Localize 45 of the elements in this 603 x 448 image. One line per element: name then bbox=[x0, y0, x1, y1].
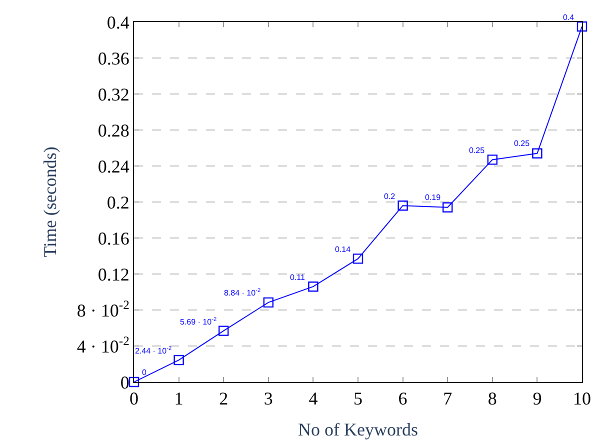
x-tick-label: 5 bbox=[354, 388, 362, 409]
point bbox=[487, 154, 498, 165]
y-axis-title: Time (seconds) bbox=[40, 146, 60, 258]
data-label: 0.25 bbox=[514, 139, 530, 148]
data-label: 0 bbox=[142, 368, 147, 377]
data-label: 8.84 · 10$^{-2}$ bbox=[224, 288, 261, 298]
data-label: 5.69 · 10$^{-2}$ bbox=[180, 317, 217, 326]
point bbox=[308, 282, 318, 292]
data-label: 2.44 · 10$^{-2}$ bbox=[135, 346, 172, 356]
x-tick-label: 3 bbox=[264, 388, 273, 409]
y-tick-label: 0.24 bbox=[98, 156, 130, 176]
point bbox=[174, 354, 184, 366]
point bbox=[398, 200, 408, 211]
y-tick-label: 0.36 bbox=[98, 48, 130, 68]
point bbox=[442, 202, 453, 212]
x-tick-label: 9 bbox=[532, 388, 542, 409]
x-tick-label: 7 bbox=[443, 388, 452, 409]
point bbox=[128, 376, 140, 388]
y-tick-label: 8 · 10$^{-2}$ bbox=[76, 298, 130, 320]
point bbox=[218, 326, 229, 336]
y-tick-label: 0.12 bbox=[98, 264, 130, 284]
x-tick-label: 10 bbox=[573, 388, 591, 409]
data-label: 0.4 bbox=[563, 13, 575, 22]
y-tick-label: 0 bbox=[120, 372, 130, 392]
point bbox=[576, 21, 588, 32]
y-tick-label: 0.28 bbox=[98, 120, 130, 140]
x-tick-label: 6 bbox=[398, 388, 408, 409]
y-tick-label: 4 · 10$^{-2}$ bbox=[76, 334, 130, 356]
x-tick-label: 8 bbox=[488, 388, 497, 409]
data-label: 0.25 bbox=[469, 146, 486, 155]
y-tick-label: 0.2 bbox=[106, 192, 130, 212]
y-tick-label: 0.32 bbox=[98, 84, 130, 104]
y-tick-label: 0.4 bbox=[106, 12, 130, 32]
x-tick-label: 2 bbox=[219, 388, 228, 409]
point bbox=[532, 148, 542, 158]
x-tick-label: 4 bbox=[308, 388, 318, 409]
x-axis-title: No of Keywords bbox=[298, 420, 418, 440]
data-label: 0.14 bbox=[335, 245, 352, 254]
data-label: 0.19 bbox=[425, 193, 442, 202]
data-label: 0.11 bbox=[290, 273, 306, 282]
point bbox=[263, 297, 274, 308]
point bbox=[352, 254, 364, 264]
y-tick-label: 0.16 bbox=[98, 228, 130, 248]
data-label: 0.2 bbox=[384, 192, 396, 201]
x-tick-label: 1 bbox=[174, 388, 184, 409]
